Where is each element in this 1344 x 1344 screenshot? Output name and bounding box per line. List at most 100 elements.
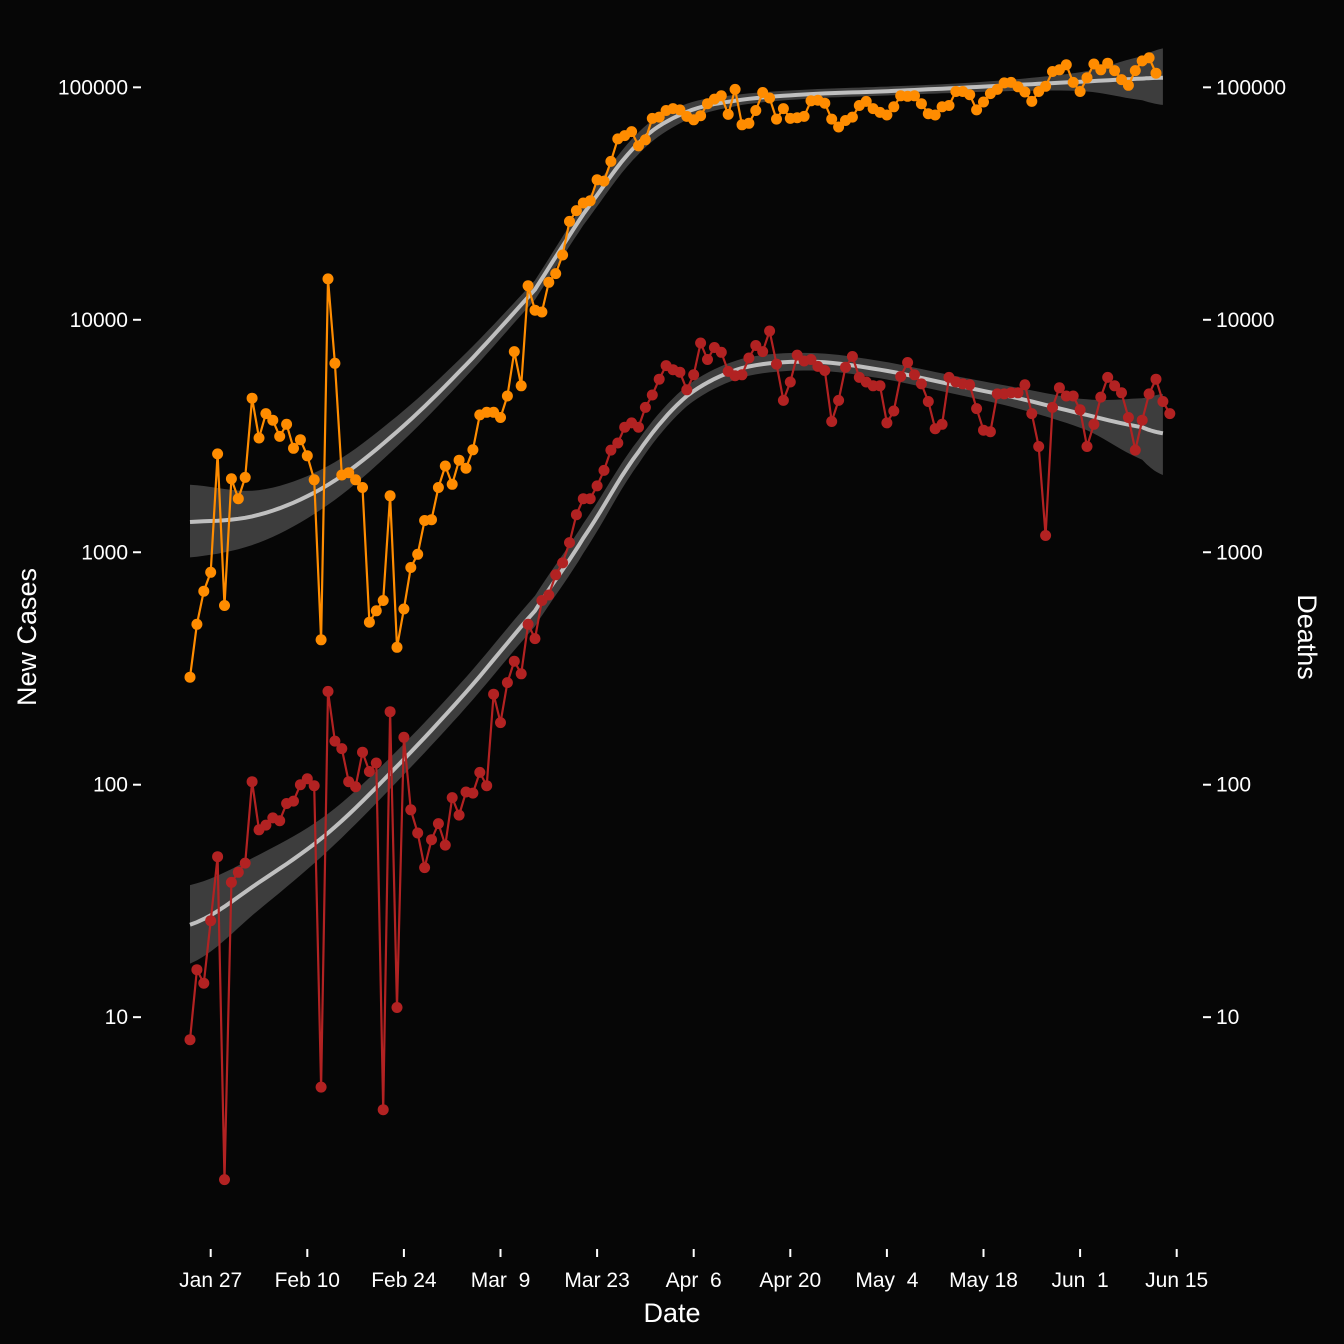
data-point-1-49 [522, 618, 534, 630]
data-point-0-21 [329, 357, 341, 369]
data-point-0-25 [357, 482, 368, 493]
axes: 10 10 100 100 1000 1000 10000 10000 100000 100000… [58, 76, 1286, 1292]
data-point-0-23 [343, 467, 355, 479]
y-tick-label: 10000 [70, 309, 128, 332]
data-point-0-114 [971, 104, 983, 116]
y-tick-label: 1000 [81, 541, 128, 564]
data-point-0-18 [308, 474, 320, 486]
data-point-1-94 [833, 394, 845, 406]
data-point-0-37 [439, 460, 451, 472]
data-point-1-74 [695, 337, 707, 349]
data-point-1-55 [564, 537, 575, 549]
data-point-1-1 [191, 964, 203, 976]
data-point-0-74 [695, 110, 707, 122]
data-point-1-52 [543, 589, 555, 601]
data-point-1-31 [398, 731, 410, 743]
data-point-0-132 [1095, 64, 1107, 76]
data-point-0-66 [639, 134, 651, 146]
data-point-1-93 [826, 416, 838, 427]
y2-tick-label: 1000 [1216, 541, 1263, 564]
data-point-1-138 [1136, 414, 1148, 426]
data-point-0-102 [888, 101, 900, 113]
data-point-0-108 [929, 109, 941, 121]
data-point-0-2 [198, 585, 210, 597]
data-point-1-114 [971, 403, 983, 415]
data-point-0-127 [1060, 59, 1072, 71]
data-point-0-78 [722, 108, 734, 120]
data-point-0-8 [239, 471, 251, 483]
data-point-0-96 [846, 111, 858, 123]
data-point-0-28 [377, 595, 389, 606]
data-point-0-38 [446, 478, 458, 490]
data-point-1-122 [1026, 408, 1038, 420]
data-point-0-20 [322, 273, 334, 285]
y2-tick-label: 100000 [1216, 76, 1286, 99]
data-point-1-18 [308, 780, 320, 792]
data-point-1-24 [350, 781, 362, 793]
data-point-1-6 [225, 876, 237, 888]
data-point-1-116 [984, 426, 996, 438]
data-point-1-92 [819, 365, 831, 376]
data-point-1-43 [481, 780, 493, 792]
data-point-1-131 [1088, 418, 1100, 430]
data-point-1-124 [1040, 530, 1052, 541]
data-point-0-81 [743, 117, 755, 129]
data-point-1-13 [274, 815, 286, 827]
data-point-0-0 [184, 671, 196, 683]
data-point-1-66 [639, 401, 651, 413]
y2-tick-label: 100 [1216, 774, 1251, 797]
data-point-0-45 [495, 412, 506, 423]
data-point-0-129 [1074, 86, 1086, 97]
data-point-1-113 [964, 379, 976, 391]
data-point-1-32 [405, 804, 417, 816]
data-point-0-11 [260, 408, 272, 420]
data-point-1-65 [633, 421, 644, 433]
data-point-0-68 [653, 111, 665, 123]
data-point-1-120 [1012, 387, 1024, 399]
data-point-0-40 [460, 462, 472, 474]
data-point-1-42 [474, 766, 486, 778]
data-point-1-35 [426, 834, 437, 846]
data-point-1-28 [377, 1104, 389, 1116]
data-point-1-103 [895, 371, 907, 382]
y-axis-title: New Cases [12, 568, 42, 706]
data-point-1-29 [384, 706, 396, 718]
data-point-0-19 [315, 634, 327, 646]
data-point-1-7 [232, 866, 244, 878]
y-tick-label: 100000 [58, 76, 128, 99]
data-point-1-72 [681, 384, 693, 396]
data-point-1-25 [357, 746, 368, 758]
data-point-0-56 [570, 205, 582, 217]
y-tick-label: 10 [105, 1006, 128, 1029]
data-point-1-41 [467, 787, 479, 799]
data-point-0-117 [991, 83, 1003, 95]
data-point-1-96 [846, 351, 858, 362]
data-point-1-135 [1116, 387, 1127, 399]
data-point-1-123 [1033, 441, 1045, 452]
data-point-1-53 [550, 569, 562, 581]
data-point-0-6 [225, 473, 237, 485]
data-point-1-30 [391, 1002, 403, 1013]
data-point-1-27 [370, 757, 382, 769]
x-tick-label: May 4 [855, 1269, 918, 1292]
data-point-1-107 [922, 396, 934, 407]
data-point-1-20 [322, 685, 334, 697]
data-point-0-24 [350, 474, 362, 486]
data-point-1-33 [412, 827, 424, 839]
data-point-0-3 [205, 566, 217, 578]
data-point-0-61 [605, 155, 617, 167]
data-point-0-139 [1143, 52, 1155, 64]
data-point-1-8 [239, 857, 251, 869]
data-point-1-102 [888, 405, 900, 417]
data-point-1-54 [557, 557, 569, 569]
data-point-1-75 [702, 354, 713, 365]
data-point-0-14 [281, 418, 293, 430]
data-point-0-105 [909, 90, 920, 102]
data-point-0-86 [777, 103, 789, 115]
data-point-1-136 [1122, 412, 1134, 423]
data-point-1-73 [688, 369, 700, 381]
data-point-1-68 [653, 373, 665, 385]
data-point-1-90 [805, 354, 817, 365]
trend-line-1 [189, 359, 1164, 927]
